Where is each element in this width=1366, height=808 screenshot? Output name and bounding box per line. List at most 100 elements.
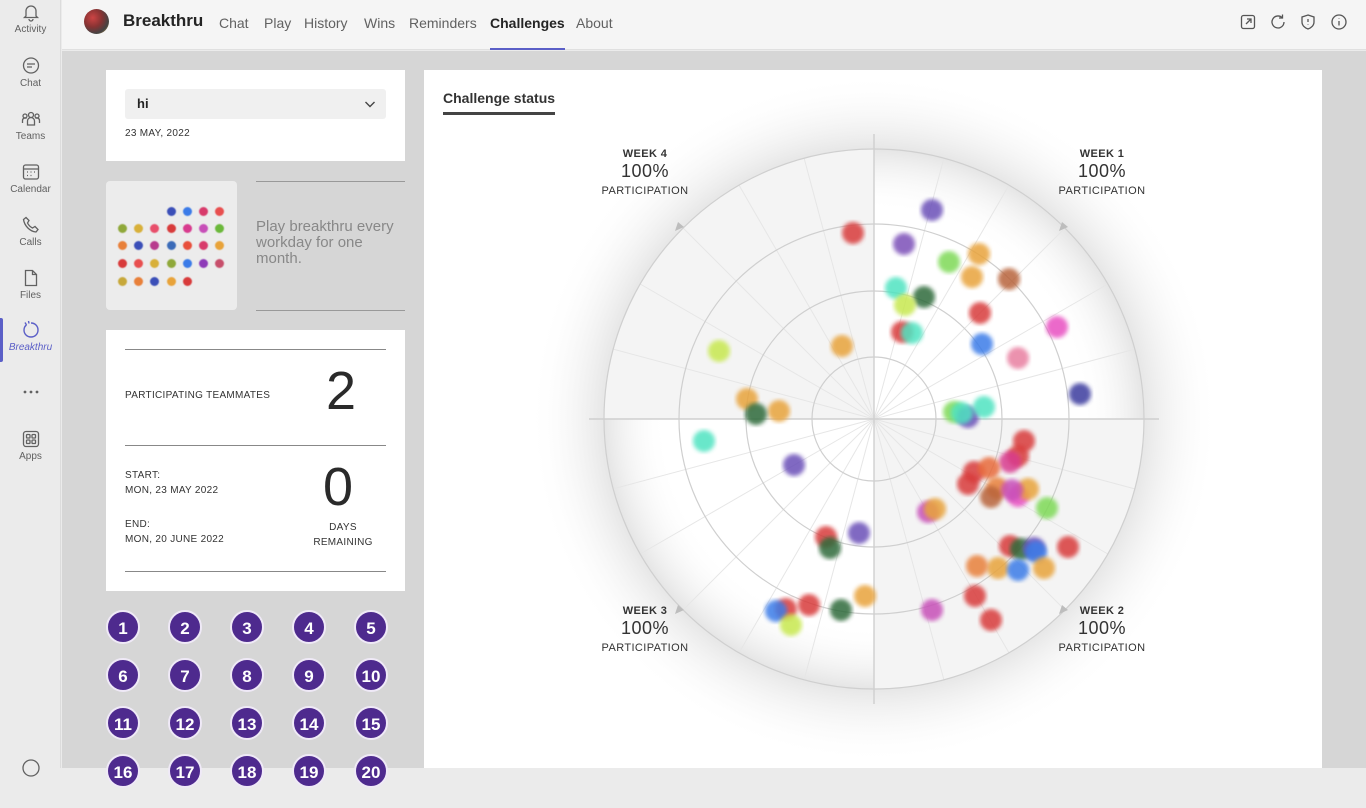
activity-dot <box>980 609 1002 631</box>
radar-spoke <box>738 418 875 654</box>
chat-icon <box>22 57 39 74</box>
week-name: WEEK 2 <box>1079 605 1125 617</box>
activity-dot <box>1017 478 1039 500</box>
activity-dot <box>780 614 802 636</box>
day-button[interactable]: 1 <box>106 610 140 644</box>
team-dropdown[interactable]: hi <box>125 89 386 119</box>
radar-spoke <box>873 418 945 680</box>
week-percent: 100% <box>1077 161 1127 181</box>
day-button[interactable]: 6 <box>106 658 140 692</box>
day-button[interactable]: 14 <box>292 706 326 740</box>
rail-teams[interactable]: Teams <box>0 109 61 159</box>
day-button[interactable]: 8 <box>230 658 264 692</box>
rail-help[interactable] <box>0 758 61 808</box>
rail-label: Calls <box>19 237 42 248</box>
tab-play[interactable]: Play <box>264 15 292 31</box>
tab-reminders[interactable]: Reminders <box>409 15 477 31</box>
week-1-label: WEEK 1 100% PARTICIPATION <box>1037 148 1167 197</box>
challenge-radar <box>529 74 1219 764</box>
bell-icon <box>22 5 39 22</box>
day-button[interactable]: 16 <box>106 754 140 788</box>
breakthru-icon <box>22 320 39 338</box>
arrow-marker <box>675 222 684 231</box>
day-button[interactable]: 7 <box>168 658 202 692</box>
activity-dot <box>1007 559 1029 581</box>
activity-dot <box>921 199 943 221</box>
activity-dot <box>798 594 820 616</box>
activity-dot <box>973 396 995 418</box>
activity-dot <box>885 277 907 299</box>
day-button[interactable]: 18 <box>230 754 264 788</box>
day-button[interactable]: 3 <box>230 610 264 644</box>
activity-dot <box>957 473 979 495</box>
calendar-icon <box>22 164 39 180</box>
end-label: END: <box>125 519 151 530</box>
day-button[interactable]: 9 <box>292 658 326 692</box>
radar-spoke <box>803 158 875 420</box>
challenge-status-title: Challenge status <box>443 90 556 115</box>
radar-spoke <box>873 227 1066 420</box>
shield-icon[interactable] <box>1299 13 1317 31</box>
rail-activity[interactable]: Activity <box>0 2 61 52</box>
activity-dot <box>921 599 943 621</box>
rail-calendar[interactable]: Calendar <box>0 162 61 212</box>
tab-wins[interactable]: Wins <box>364 15 396 31</box>
activity-dot <box>964 585 986 607</box>
activity-dot <box>968 243 990 265</box>
tab-chat[interactable]: Chat <box>219 15 249 31</box>
rail-more[interactable] <box>0 382 61 432</box>
divider <box>125 349 386 350</box>
day-button[interactable]: 10 <box>354 658 388 692</box>
activity-dot <box>1007 347 1029 369</box>
day-button[interactable]: 11 <box>106 706 140 740</box>
day-button[interactable]: 5 <box>354 610 388 644</box>
activity-dot <box>830 599 852 621</box>
week-participation: PARTICIPATION <box>601 642 689 654</box>
end-date: MON, 20 JUNE 2022 <box>125 534 225 545</box>
team-card: hi 23 MAY, 2022 <box>106 70 405 161</box>
radar-spoke <box>873 348 1135 420</box>
stats-card: PARTICIPATING TEAMMATES 2 START: MON, 23… <box>106 330 405 591</box>
divider <box>125 571 386 572</box>
day-button[interactable]: 20 <box>354 754 388 788</box>
rail-apps[interactable]: Apps <box>0 429 61 479</box>
popout-icon[interactable] <box>1239 13 1257 31</box>
app-rail: Activity Chat Teams Calendar Calls Files… <box>0 0 61 777</box>
rail-chat[interactable]: Chat <box>0 56 61 106</box>
day-button[interactable]: 15 <box>354 706 388 740</box>
start-label: START: <box>125 470 161 481</box>
activity-dot <box>1001 479 1023 501</box>
week-percent: 100% <box>1077 618 1127 638</box>
day-button[interactable]: 19 <box>292 754 326 788</box>
info-icon[interactable] <box>1330 13 1348 31</box>
rail-calls[interactable]: Calls <box>0 215 61 265</box>
day-button[interactable]: 4 <box>292 610 326 644</box>
radar-spoke <box>682 418 875 611</box>
rail-label: Chat <box>19 78 42 89</box>
day-button[interactable]: 13 <box>230 706 264 740</box>
activity-dot <box>831 335 853 357</box>
activity-dot <box>901 322 923 344</box>
tab-history[interactable]: History <box>304 15 348 31</box>
arrow-marker <box>675 605 684 614</box>
tab-about[interactable]: About <box>576 15 613 31</box>
rail-breakthru[interactable]: Breakthru <box>0 318 61 368</box>
day-button[interactable]: 2 <box>168 610 202 644</box>
tab-challenges[interactable]: Challenges <box>490 15 565 50</box>
activity-dot <box>966 555 988 577</box>
day-button[interactable]: 17 <box>168 754 202 788</box>
day-button[interactable]: 12 <box>168 706 202 740</box>
phone-icon <box>22 216 39 233</box>
activity-dot <box>1046 316 1068 338</box>
rail-files[interactable]: Files <box>0 268 61 318</box>
activity-dot <box>1069 383 1091 405</box>
promo-text: Play breakthru every workday for one mon… <box>256 218 394 267</box>
radar-spoke <box>873 418 1066 611</box>
activity-dot <box>745 403 767 425</box>
radar-spoke <box>682 227 875 420</box>
activity-dot <box>765 600 787 622</box>
activity-dot <box>819 537 841 559</box>
refresh-icon[interactable] <box>1269 13 1287 31</box>
arrow-marker <box>1059 605 1068 614</box>
days-remaining-count: 0 <box>323 457 354 517</box>
